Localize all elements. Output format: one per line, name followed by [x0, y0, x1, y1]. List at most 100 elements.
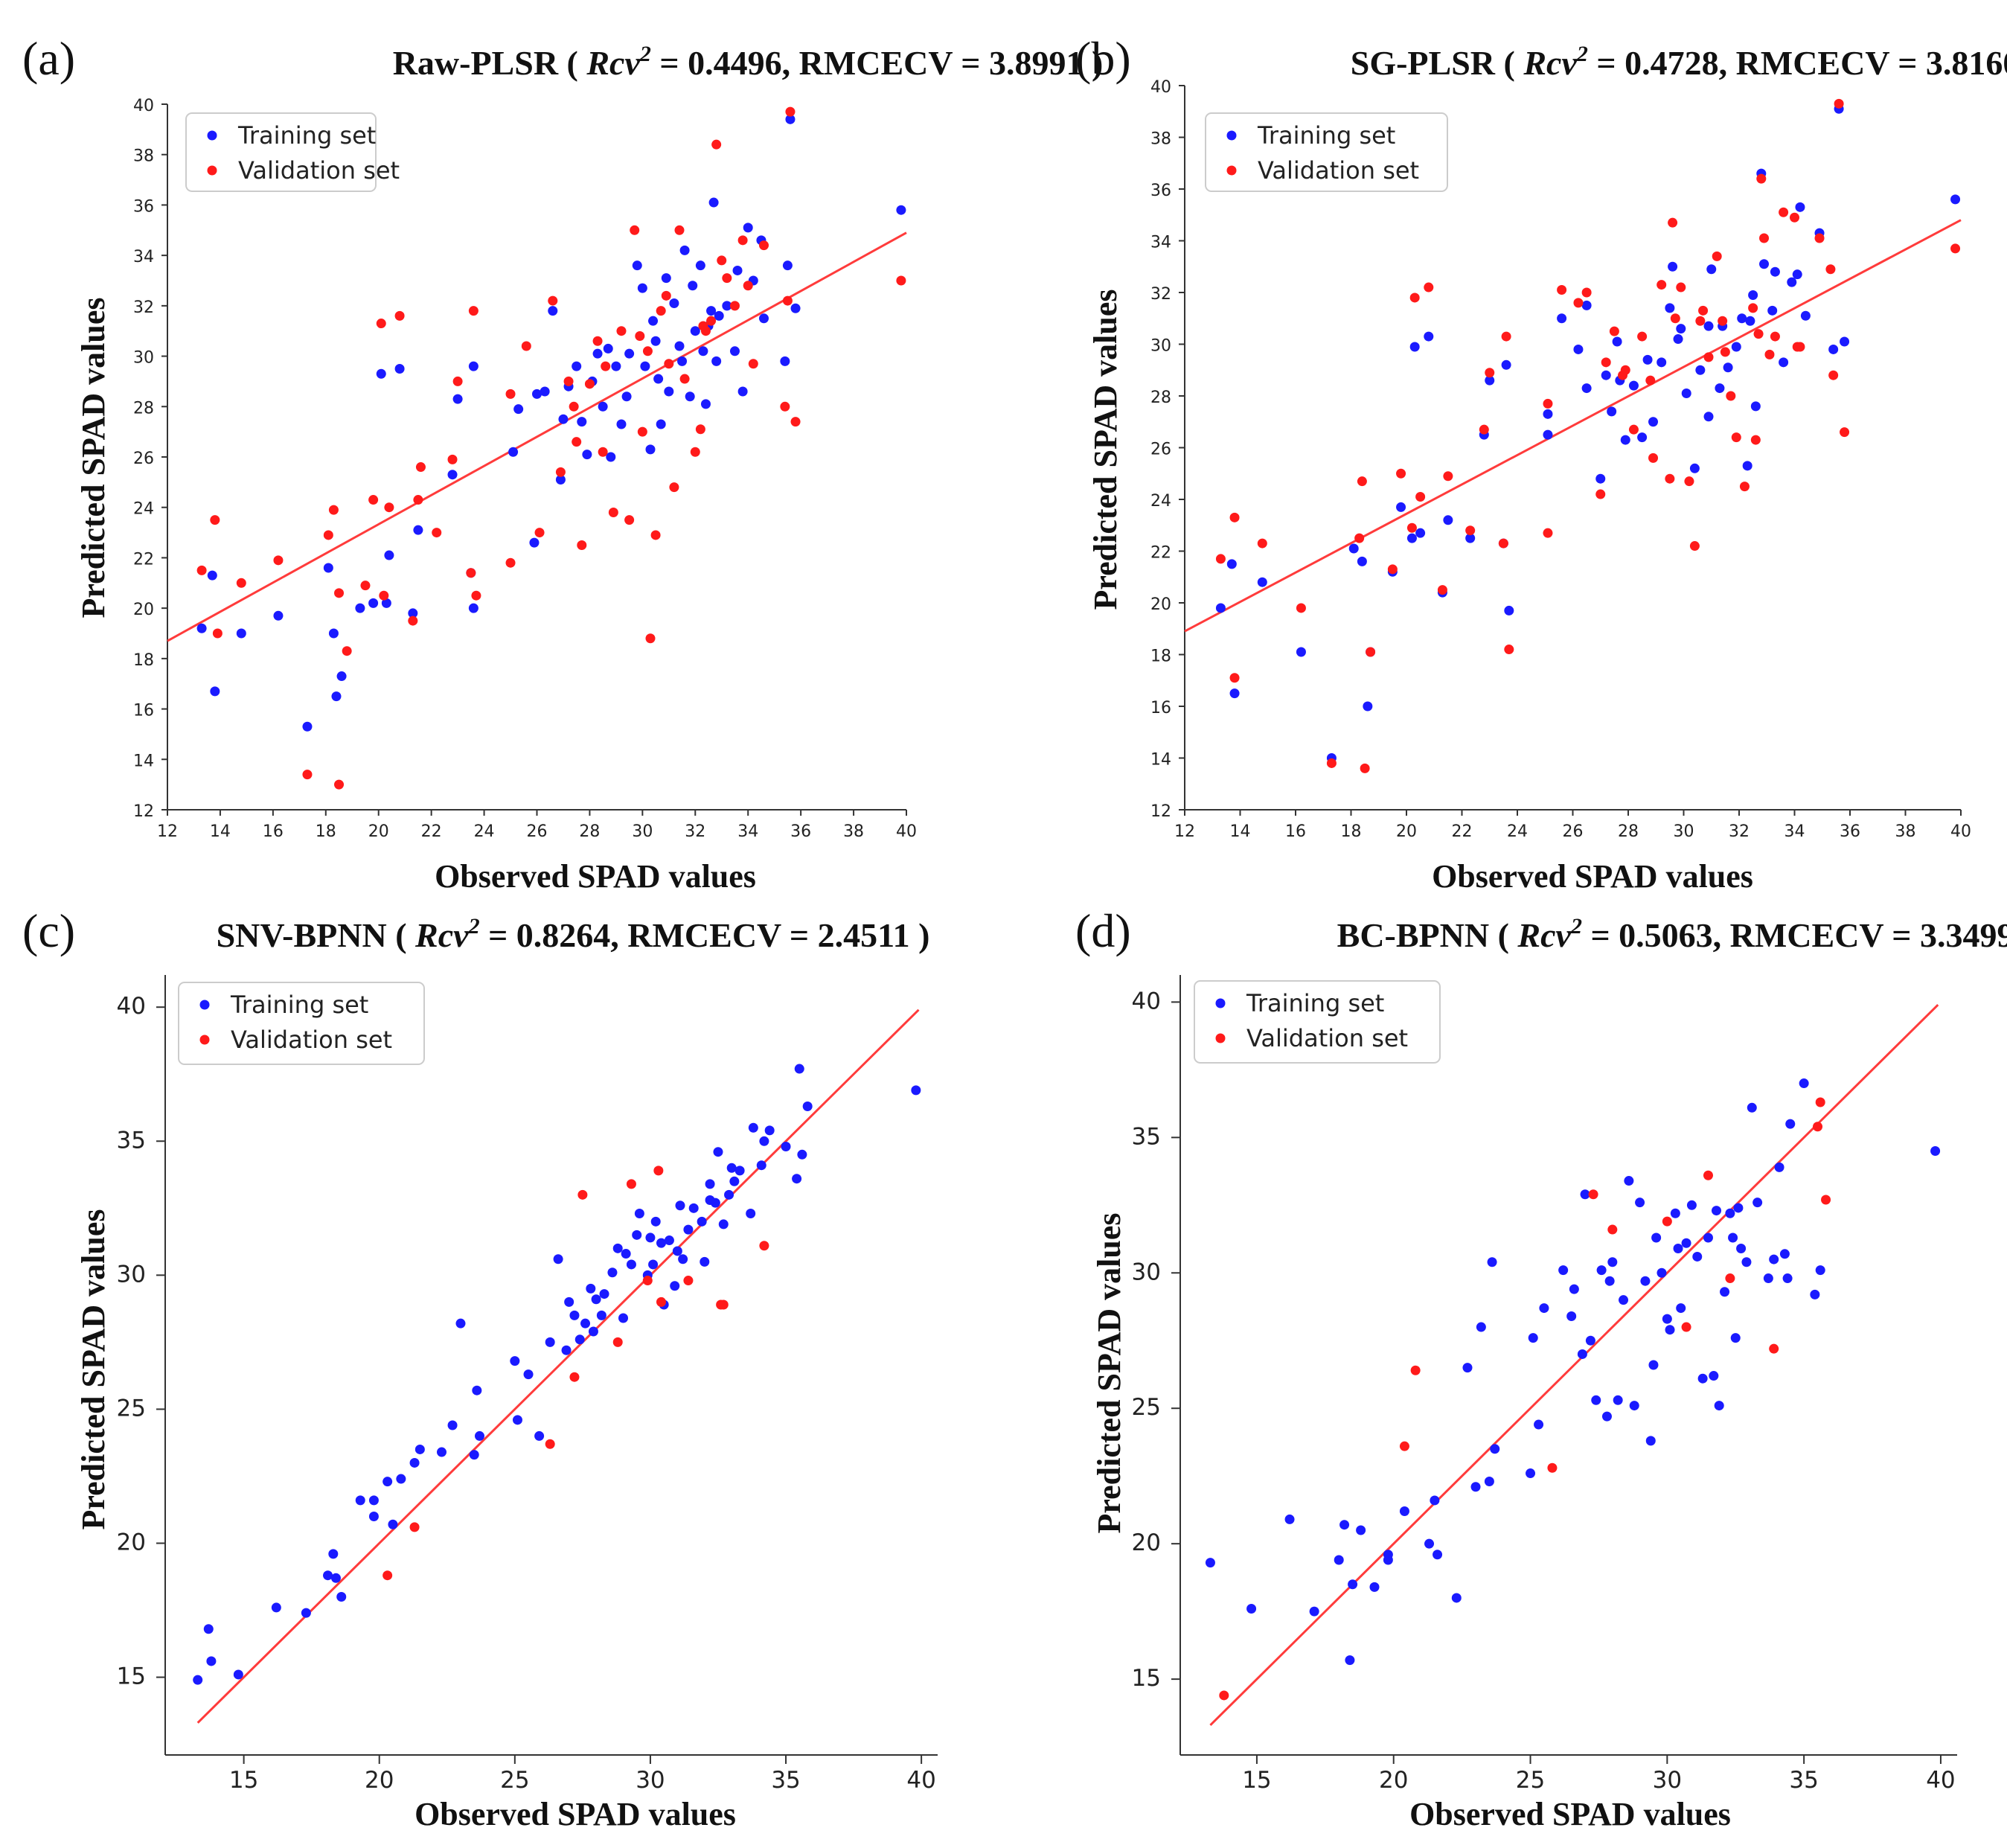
data-point — [563, 376, 574, 386]
data-point — [384, 550, 394, 560]
data-point — [656, 419, 666, 429]
data-point — [394, 310, 405, 321]
data-point — [1366, 647, 1376, 657]
data-point — [700, 399, 711, 409]
data-point — [1787, 277, 1797, 287]
x-tick-label: 35 — [1789, 1767, 1818, 1794]
data-point — [758, 240, 769, 251]
y-tick-label: 38 — [1150, 130, 1171, 149]
chart-panel-b: (b) SG-PLSR ( Rcv2 = 0.4728, RMCECV = 3.8… — [1075, 32, 2007, 895]
data-point — [1741, 1257, 1752, 1267]
x-axis-label: Observed SPAD values — [1432, 858, 1753, 895]
chart-title: SG-PLSR ( Rcv2 = 0.4728, RMCECV = 3.8160… — [1351, 42, 2007, 82]
data-point — [1637, 432, 1648, 443]
data-point — [1424, 1538, 1435, 1549]
data-point — [603, 343, 613, 354]
data-point — [1246, 1604, 1257, 1614]
x-tick-label: 38 — [1895, 822, 1916, 841]
data-point — [1681, 1322, 1691, 1332]
x-tick-label: 15 — [1242, 1767, 1271, 1794]
y-tick-label: 20 — [1150, 595, 1171, 614]
chart-title-sup: 2 — [1570, 914, 1582, 939]
data-point — [1585, 1335, 1595, 1346]
data-point — [729, 1176, 740, 1186]
y-tick-label: 30 — [1132, 1259, 1161, 1285]
data-point — [1697, 1373, 1708, 1384]
x-tick-label: 40 — [906, 1767, 935, 1794]
legend-marker — [1215, 998, 1226, 1008]
data-point — [679, 245, 690, 255]
data-point — [1785, 1119, 1796, 1129]
data-point — [1756, 173, 1767, 184]
panel-label: (c) — [22, 904, 75, 957]
data-point — [1470, 1482, 1481, 1492]
y-tick-label: 40 — [1150, 78, 1171, 97]
data-point — [782, 260, 793, 271]
data-point — [664, 386, 674, 397]
data-point — [690, 447, 700, 457]
data-point — [743, 281, 753, 291]
data-point — [1695, 316, 1706, 326]
data-point — [569, 1310, 580, 1320]
data-point — [1569, 1284, 1579, 1294]
data-point — [1534, 1419, 1544, 1430]
data-point — [1828, 344, 1839, 354]
data-point — [698, 321, 708, 331]
panel-label: (a) — [22, 32, 75, 85]
data-point — [1360, 763, 1370, 773]
data-point — [1810, 1289, 1820, 1299]
data-point — [1543, 528, 1553, 538]
data-point — [569, 1372, 580, 1382]
x-tick-label: 36 — [790, 822, 811, 841]
data-point — [1399, 1441, 1409, 1451]
data-point — [1790, 212, 1799, 223]
legend: Training set Validation set — [1205, 112, 1448, 192]
data-point — [469, 1450, 479, 1460]
regression-line — [167, 231, 907, 642]
x-tick-label: 26 — [527, 822, 548, 841]
data-point — [1815, 1265, 1825, 1276]
y-tick-label: 20 — [1132, 1529, 1161, 1556]
data-point — [1714, 1401, 1724, 1411]
data-point — [561, 1345, 572, 1355]
data-point — [758, 313, 769, 324]
data-point — [1731, 342, 1741, 352]
data-point — [368, 598, 379, 608]
data-point — [334, 779, 345, 790]
data-point — [653, 374, 664, 384]
data-point — [1657, 357, 1667, 368]
data-point — [1753, 329, 1764, 339]
data-point — [1739, 482, 1750, 492]
x-tick-label: 34 — [737, 822, 758, 841]
data-point — [206, 1656, 217, 1666]
data-point — [301, 1608, 311, 1618]
data-point — [1577, 1349, 1587, 1359]
data-point — [1219, 1690, 1229, 1701]
data-point — [1485, 375, 1495, 386]
data-point — [1581, 287, 1592, 298]
chart-title-rest: = 0.4496, RMCECV = 3.8991 ) — [651, 44, 1103, 82]
data-point — [409, 1522, 420, 1532]
data-point — [1950, 243, 1961, 254]
legend-label: Validation set — [238, 156, 400, 185]
data-point — [1628, 380, 1639, 391]
y-tick-label: 18 — [133, 651, 154, 670]
data-point — [1504, 645, 1514, 655]
series-validation — [1215, 98, 1961, 773]
data-point — [1733, 1203, 1744, 1213]
data-point — [577, 540, 587, 550]
x-tick-label: 18 — [1341, 822, 1362, 841]
data-point — [1357, 556, 1367, 566]
data-point — [582, 450, 592, 460]
data-point — [355, 603, 365, 613]
x-tick-label: 28 — [1618, 822, 1639, 841]
data-point — [674, 225, 685, 235]
data-point — [1543, 409, 1553, 419]
data-point — [1624, 1176, 1634, 1186]
data-point — [670, 1281, 680, 1291]
regression-line — [1209, 1003, 1939, 1727]
data-point — [1670, 1208, 1680, 1218]
legend-marker — [199, 1035, 210, 1045]
data-point — [1501, 331, 1511, 342]
data-point — [607, 1267, 618, 1278]
